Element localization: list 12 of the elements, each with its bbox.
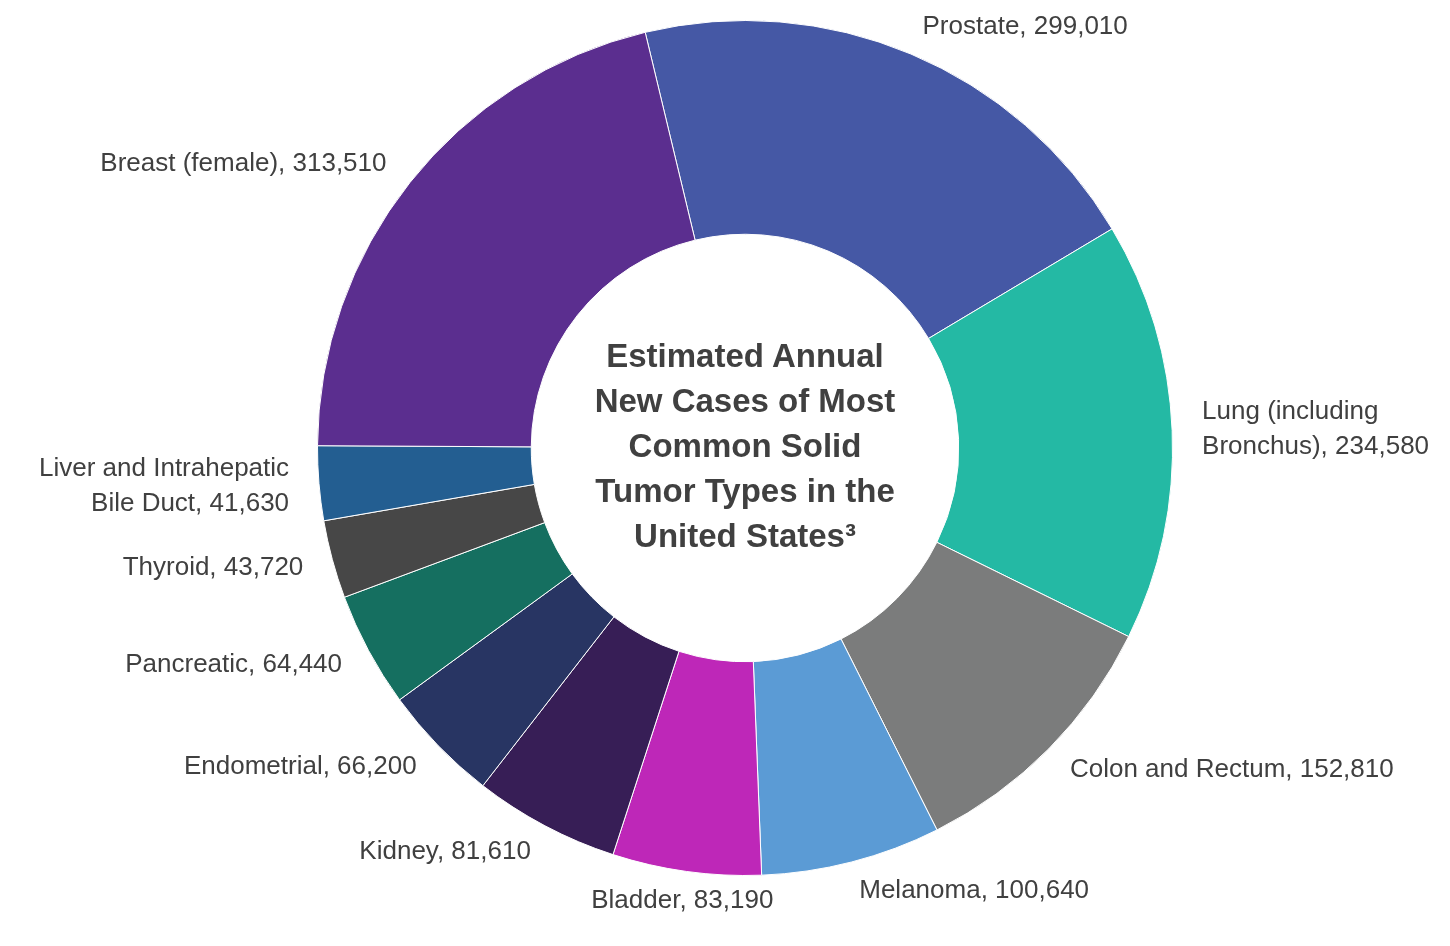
slice-label: Kidney, 81,610	[359, 835, 531, 866]
slice-label: Endometrial, 66,200	[183, 749, 417, 780]
slice-label: Melanoma, 100,640	[859, 874, 1090, 905]
slice-label: Prostate, 299,010	[922, 9, 1128, 40]
slice-label: Breast (female), 313,510	[100, 146, 387, 177]
slice-label: Lung (including Bronchus), 234,580	[1202, 395, 1430, 461]
text: Estimated Annual New Cases of Most Common Solid Tumor Types in the United States³	[594, 337, 896, 555]
slice-label: Thyroid, 43,720	[122, 550, 304, 581]
slice-label: Pancreatic, 64,440	[125, 647, 343, 678]
slice-label: Bladder, 83,190	[591, 884, 774, 915]
slice-label: Liver and Intrahepatic Bile Duct, 41,630	[39, 451, 290, 517]
slice-label: Colon and Rectum, 152,810	[1069, 753, 1394, 784]
